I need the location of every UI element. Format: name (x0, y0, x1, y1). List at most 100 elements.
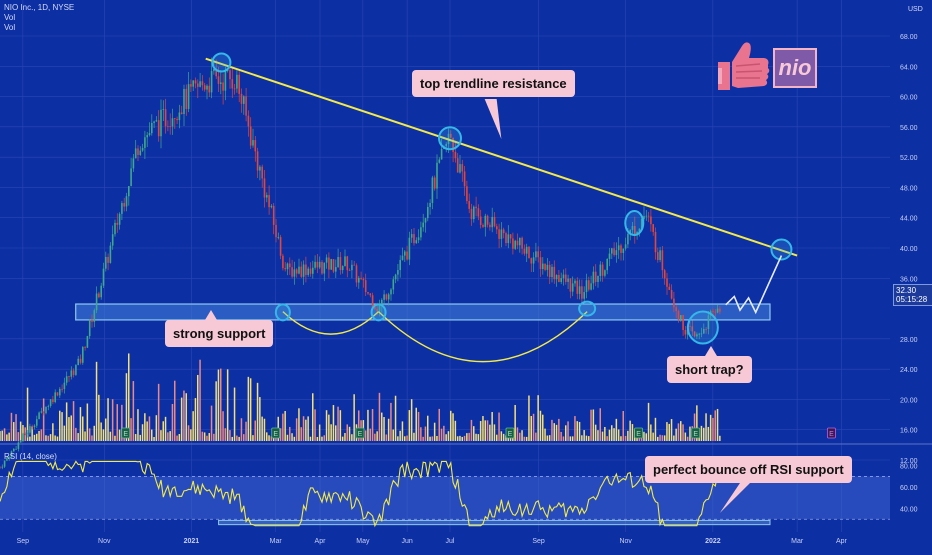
volume-bar (447, 431, 450, 441)
earnings-marker[interactable] (505, 427, 515, 439)
volume-bar (592, 409, 595, 441)
rsi-tick-label: 80.00 (900, 464, 918, 471)
volume-bar (335, 425, 337, 441)
candle-body (399, 259, 401, 271)
volume-bar (215, 381, 217, 441)
earnings-marker[interactable] (827, 427, 836, 439)
candle-body (404, 251, 406, 256)
candle-body (31, 426, 33, 428)
volume-bar (201, 431, 204, 441)
callout-support-text: strong support (173, 326, 266, 341)
volume-bar (484, 420, 486, 441)
volume-bar (111, 399, 114, 441)
volume-bar (268, 435, 270, 441)
volume-bar (705, 413, 707, 441)
volume-bar (279, 428, 282, 441)
candle-body (169, 126, 171, 128)
candle-body (88, 319, 91, 337)
volume-bar (583, 430, 585, 441)
earnings-marker[interactable] (271, 427, 281, 439)
candle-body (668, 286, 671, 290)
callout-support: strong support (165, 310, 274, 347)
candle-body (79, 358, 82, 363)
touch-markers (211, 52, 793, 345)
candle-body (484, 215, 487, 227)
support-arc (282, 311, 380, 335)
candle-body (49, 399, 52, 406)
candle-body (102, 268, 105, 286)
callout-support-tail (205, 310, 217, 320)
volume-bar (125, 373, 128, 441)
candle-body (314, 261, 316, 268)
volume-bar (569, 436, 572, 441)
volume-bar (65, 402, 68, 441)
volume-bar (17, 432, 20, 441)
candle-body (164, 109, 167, 127)
volume-bar (19, 421, 22, 441)
volume-bar (91, 435, 93, 441)
price-tick-label: 20.00 (900, 397, 918, 404)
volume-bar (105, 418, 107, 441)
candle-body (272, 205, 275, 225)
volume-bar (203, 432, 206, 441)
volume-bar (537, 395, 539, 441)
candle-body (6, 458, 8, 461)
volume-bar (15, 414, 17, 441)
candle-body (401, 255, 404, 260)
vol-label-1: Vol (4, 13, 16, 22)
rsi-band (0, 476, 890, 520)
candle-body (581, 286, 583, 299)
candle-body (691, 326, 694, 332)
candle-body (719, 308, 721, 312)
volume-bar (208, 433, 210, 441)
candle-body (627, 233, 629, 245)
candle-body (542, 263, 544, 270)
candle-body (378, 305, 381, 312)
touch-circle (578, 300, 597, 317)
volume-bar (680, 421, 682, 441)
candle-body (466, 186, 468, 202)
volume-bar (33, 434, 36, 441)
volume-bar (617, 429, 620, 441)
volume-bar (431, 436, 434, 441)
candle-body (367, 292, 369, 294)
volume-bar (160, 430, 162, 441)
volume-bar (72, 401, 75, 441)
candle-body (325, 257, 328, 263)
volume-bar (581, 435, 583, 441)
volume-bar (700, 425, 703, 441)
volume-bar (523, 436, 526, 441)
volume-bar (493, 424, 496, 441)
volume-bar (344, 433, 346, 441)
earnings-marker-label: E (508, 431, 513, 438)
candle-body (302, 264, 305, 277)
candle-body (300, 266, 303, 277)
volume-bar (75, 427, 77, 441)
candle-body (505, 233, 507, 244)
candle-body (316, 261, 319, 268)
volume-bar (429, 436, 431, 441)
volume-bar (123, 436, 125, 441)
volume-bar (222, 411, 224, 441)
candle-body (408, 237, 411, 260)
candle-body (61, 388, 63, 390)
candle-body (475, 206, 477, 209)
earnings-marker[interactable] (634, 427, 643, 439)
candle-body (13, 448, 15, 452)
volume-bar (82, 416, 84, 441)
volume-bar (542, 414, 544, 441)
candle-body (114, 222, 116, 235)
candle-body (174, 118, 176, 120)
price-tick-label: 48.00 (900, 185, 918, 192)
rsi-line (0, 460, 721, 528)
earnings-marker[interactable] (355, 427, 365, 439)
volume-bar (703, 427, 705, 441)
volume-bar (677, 423, 680, 441)
candle-body (429, 202, 431, 207)
earnings-marker[interactable] (691, 427, 701, 439)
candle-body (479, 216, 482, 225)
earnings-marker[interactable] (121, 427, 131, 439)
volume-bar (307, 416, 309, 441)
volume-bar (229, 430, 231, 441)
candle-body (355, 265, 358, 283)
